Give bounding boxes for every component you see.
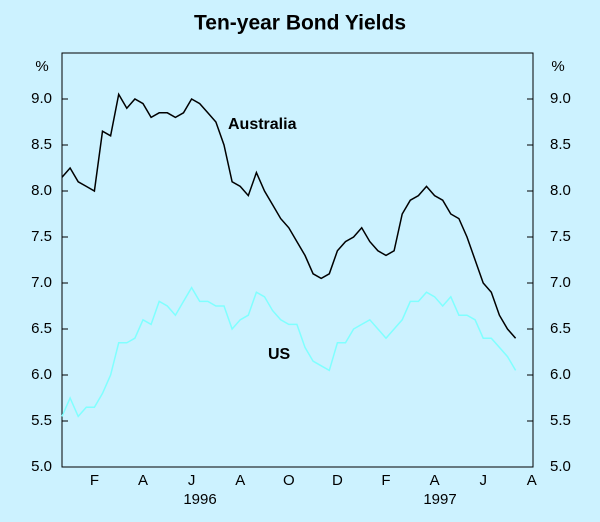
year-label: 1997 — [423, 491, 456, 508]
y-tick-label: 6.0 — [31, 366, 52, 383]
y-tick-label: 5.0 — [31, 458, 52, 475]
y2-tick-label: 5.0 — [550, 458, 571, 475]
series-line — [61, 92, 517, 339]
y-tick-label: 8.5 — [31, 136, 52, 153]
y2-tick-label: 5.5 — [550, 412, 571, 429]
x-tick-label: A — [235, 472, 245, 489]
y-tick-label: 9.0 — [31, 90, 52, 107]
chart-title: Ten-year Bond Yields — [194, 12, 406, 35]
year-label: 1996 — [183, 491, 216, 508]
x-tick-label: A — [430, 472, 440, 489]
y2-tick-label: 8.5 — [550, 136, 571, 153]
y-tick-label: 7.5 — [31, 228, 52, 245]
y2-tick-label: 9.0 — [550, 90, 571, 107]
x-tick-label: O — [283, 472, 295, 489]
y2-tick-label: 6.5 — [550, 320, 571, 337]
plot-frame — [61, 52, 534, 468]
x-tick-label: A — [527, 472, 537, 489]
y2-tick-label: 7.0 — [550, 274, 571, 291]
x-tick-label: F — [90, 472, 99, 489]
series-label: US — [268, 346, 291, 363]
y-tick-label: 7.0 — [31, 274, 52, 291]
y-unit-left: % — [35, 58, 48, 75]
series-label: Australia — [228, 116, 297, 133]
x-tick-label: A — [138, 472, 148, 489]
y-unit-right: % — [551, 58, 564, 75]
x-tick-label: J — [188, 472, 196, 489]
x-tick-label: F — [381, 472, 390, 489]
y2-tick-label: 8.0 — [550, 182, 571, 199]
y-tick-label: 5.5 — [31, 412, 52, 429]
x-tick-label: D — [332, 472, 343, 489]
y-tick-label: 8.0 — [31, 182, 52, 199]
y2-tick-label: 7.5 — [550, 228, 571, 245]
series-line — [61, 286, 517, 418]
y-tick-label: 6.5 — [31, 320, 52, 337]
x-tick-label: J — [479, 472, 487, 489]
y2-tick-label: 6.0 — [550, 366, 571, 383]
